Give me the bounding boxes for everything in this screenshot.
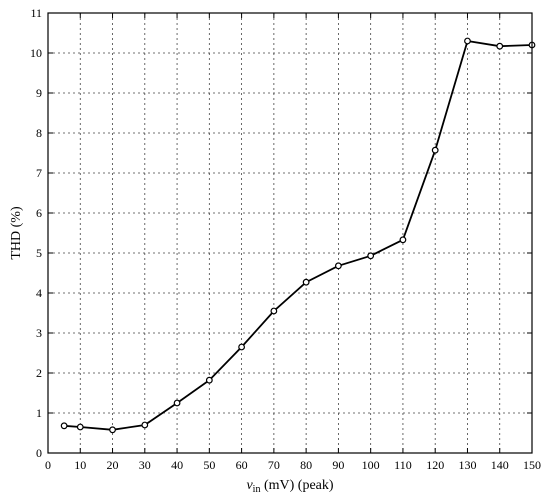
data-point bbox=[464, 37, 471, 45]
y-tick-label: 8 bbox=[36, 126, 42, 140]
y-tick-label: 5 bbox=[36, 246, 42, 260]
data-point bbox=[173, 399, 181, 407]
data-point bbox=[270, 307, 278, 315]
x-axis-label-rest: (mV) (peak) bbox=[260, 478, 333, 493]
x-tick-label: 150 bbox=[523, 458, 541, 472]
data-point bbox=[431, 146, 439, 154]
x-tick-label: 10 bbox=[74, 458, 86, 472]
y-tick-label: 2 bbox=[36, 366, 42, 380]
y-tick-label: 9 bbox=[36, 86, 42, 100]
x-tick-label: 90 bbox=[332, 458, 344, 472]
x-tick-label: 40 bbox=[171, 458, 183, 472]
x-tick-label: 130 bbox=[458, 458, 476, 472]
y-tick-label: 4 bbox=[36, 286, 42, 300]
y-tick-label: 10 bbox=[30, 46, 42, 60]
x-tick-label: 50 bbox=[203, 458, 215, 472]
x-tick-label: 110 bbox=[394, 458, 412, 472]
x-tick-label: 30 bbox=[139, 458, 151, 472]
x-tick-label: 20 bbox=[107, 458, 119, 472]
data-point bbox=[302, 278, 310, 286]
series-line bbox=[64, 39, 533, 431]
x-axis-label-sub: in bbox=[253, 484, 261, 495]
x-axis-label: vin (mV) (peak) bbox=[246, 478, 333, 495]
x-tick-label: 100 bbox=[362, 458, 380, 472]
y-tick-label: 7 bbox=[36, 166, 42, 180]
data-point bbox=[141, 421, 149, 429]
grid bbox=[48, 13, 532, 453]
y-tick-label: 11 bbox=[30, 6, 42, 20]
y-axis-label: THD (%) bbox=[9, 206, 24, 260]
data-point bbox=[496, 42, 504, 50]
data-point bbox=[367, 252, 375, 260]
data-point bbox=[238, 343, 246, 351]
y-tick-label: 6 bbox=[36, 206, 42, 220]
x-tick-label: 70 bbox=[268, 458, 280, 472]
data-point bbox=[109, 426, 116, 434]
x-tick-labels: 0 10 20 30 40 50 60 70 80 90 100 110 120 130 140 150 bbox=[45, 458, 541, 472]
x-axis-label-var: v bbox=[246, 478, 253, 493]
data-point bbox=[60, 422, 68, 430]
y-tick-label: 3 bbox=[36, 326, 42, 340]
y-tick-label: 0 bbox=[36, 446, 42, 460]
x-tick-label: 0 bbox=[45, 458, 51, 472]
data-point bbox=[205, 376, 213, 384]
y-tick-label: 1 bbox=[36, 406, 42, 420]
plot-frame bbox=[47, 12, 533, 454]
x-tick-label: 120 bbox=[426, 458, 444, 472]
x-tick-label: 140 bbox=[491, 458, 509, 472]
x-tick-label: 80 bbox=[300, 458, 312, 472]
axis-ticks bbox=[47, 12, 533, 454]
data-point bbox=[76, 423, 84, 431]
series bbox=[60, 37, 536, 434]
data-point bbox=[399, 236, 407, 244]
data-point bbox=[335, 262, 342, 270]
x-tick-label: 60 bbox=[236, 458, 248, 472]
y-tick-labels: 0 1 2 3 4 5 6 7 8 9 10 11 bbox=[30, 6, 42, 460]
